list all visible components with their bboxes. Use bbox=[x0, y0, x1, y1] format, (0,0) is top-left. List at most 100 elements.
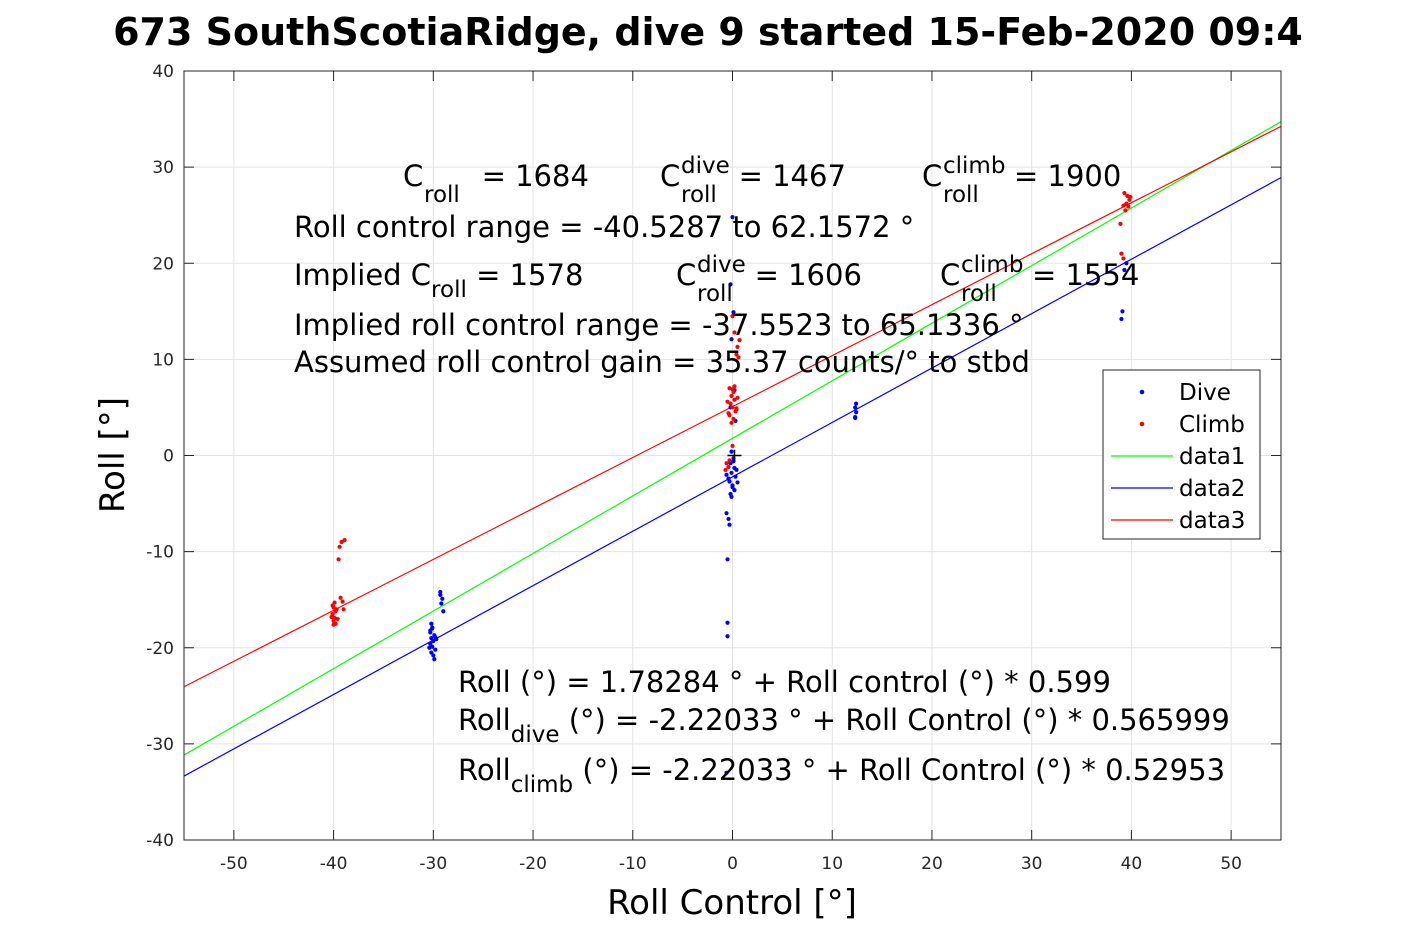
dive-point bbox=[731, 310, 736, 315]
climb-point bbox=[729, 393, 734, 399]
climb-point bbox=[726, 464, 731, 470]
climb-point bbox=[334, 607, 339, 612]
y-tick-label: 40 bbox=[152, 62, 174, 82]
climb-point bbox=[340, 599, 345, 604]
x-axis-label: Roll Control [°] bbox=[607, 883, 857, 923]
dive-point bbox=[729, 449, 734, 454]
x-tick-label: 20 bbox=[921, 854, 943, 874]
dive-point bbox=[440, 596, 445, 601]
c-roll-value: = 1684 bbox=[482, 159, 589, 193]
series-climb bbox=[329, 190, 1133, 627]
legend-label: data1 bbox=[1179, 444, 1245, 470]
x-tick-label: -50 bbox=[220, 854, 248, 874]
x-tick-label: 30 bbox=[1021, 854, 1043, 874]
dive-point bbox=[1122, 267, 1127, 273]
x-tick-label: -10 bbox=[619, 854, 647, 874]
dive-point bbox=[854, 401, 859, 406]
climb-point bbox=[1121, 256, 1126, 261]
dive-point bbox=[734, 467, 739, 473]
roll-control-gain: Assumed roll control gain = 35.37 counts… bbox=[294, 345, 1030, 379]
climb-point bbox=[730, 387, 735, 392]
x-tick-label: 50 bbox=[1220, 854, 1242, 874]
implied-c-dive-sup: dive bbox=[697, 252, 746, 278]
climb-point bbox=[730, 314, 735, 319]
c-dive-sub: roll bbox=[681, 182, 717, 208]
legend-label: data3 bbox=[1179, 508, 1245, 534]
y-tick-label: -30 bbox=[146, 735, 174, 755]
climb-point bbox=[728, 401, 733, 406]
climb-point bbox=[336, 557, 341, 562]
c-climb-value: = 1900 bbox=[1014, 159, 1121, 193]
c-climb-sup: climb bbox=[943, 153, 1005, 179]
climb-point bbox=[1118, 221, 1123, 226]
dive-point bbox=[729, 470, 734, 475]
dive-point bbox=[427, 645, 432, 650]
c-dive-value: = 1467 bbox=[739, 159, 846, 193]
dive-point bbox=[433, 635, 438, 640]
axes: -50 -40 -30 -20 -10 0 10 20 30 40 50 -40 -30 -20 -10 0 1… bbox=[146, 62, 1282, 874]
legend-label: data2 bbox=[1179, 476, 1245, 502]
implied-roll-control-range: Implied roll control range = -37.5523 to… bbox=[294, 308, 1024, 342]
dive-point bbox=[724, 770, 729, 775]
c-roll-sub: roll bbox=[424, 182, 460, 208]
climb-point bbox=[329, 614, 334, 620]
climb-point bbox=[1119, 251, 1124, 256]
climb-point bbox=[1121, 203, 1126, 208]
legend-box bbox=[1102, 369, 1261, 540]
climb-point bbox=[736, 355, 741, 360]
climb-point bbox=[341, 607, 346, 612]
fit-equation-dive: Rolldive (°) = -2.22033 ° + Roll Control… bbox=[458, 703, 1230, 748]
climb-point bbox=[735, 395, 740, 400]
dive-point bbox=[733, 474, 738, 479]
implied-c-climb-sup: climb bbox=[961, 252, 1023, 278]
dive-point bbox=[724, 472, 729, 477]
fit-line-data2 bbox=[184, 177, 1281, 777]
dive-point bbox=[727, 522, 732, 527]
dive-point bbox=[729, 494, 734, 499]
dive-point bbox=[729, 337, 734, 342]
dive-point bbox=[726, 516, 731, 522]
climb-point bbox=[732, 330, 737, 335]
climb-point bbox=[724, 461, 729, 466]
climb-point bbox=[1128, 194, 1133, 200]
climb-point bbox=[732, 397, 737, 402]
dive-point bbox=[1119, 316, 1124, 322]
scatter-points bbox=[329, 190, 1133, 775]
climb-point bbox=[734, 406, 739, 411]
legend-label: Dive bbox=[1179, 380, 1231, 406]
dive-point bbox=[438, 592, 443, 597]
dive-point bbox=[730, 215, 735, 220]
x-tick-label: 0 bbox=[727, 854, 738, 874]
dive-point bbox=[430, 625, 435, 630]
legend-marker-climb bbox=[1139, 421, 1145, 427]
climb-point bbox=[1122, 190, 1127, 196]
climb-point bbox=[335, 616, 340, 622]
dive-point bbox=[854, 410, 859, 415]
climb-point bbox=[730, 405, 735, 410]
implied-c-climb-value: = 1554 bbox=[1032, 258, 1139, 292]
dive-point bbox=[725, 557, 730, 562]
fit-equation: Roll (°) = 1.78284 ° + Roll control (°) … bbox=[458, 665, 1111, 699]
legend-label: Climb bbox=[1179, 412, 1245, 438]
y-tick-label: -10 bbox=[146, 543, 174, 563]
c-climb-symbol: C bbox=[922, 159, 942, 193]
implied-c-roll: Implied Croll = 1578 bbox=[294, 258, 583, 303]
y-tick-label: 10 bbox=[152, 350, 174, 370]
climb-point bbox=[737, 338, 742, 343]
x-tick-label: -40 bbox=[320, 854, 348, 874]
fit-equation-climb: Rollclimb (°) = -2.22033 ° + Roll Contro… bbox=[458, 753, 1225, 798]
dive-point bbox=[431, 653, 436, 658]
climb-point bbox=[342, 537, 347, 543]
fit-line-data1 bbox=[184, 121, 1281, 756]
dive-point bbox=[725, 634, 730, 639]
dive-point bbox=[438, 589, 443, 595]
climb-point bbox=[723, 467, 728, 473]
dive-point bbox=[724, 511, 729, 516]
dive-point bbox=[1120, 309, 1125, 314]
dive-point bbox=[728, 282, 733, 287]
climb-point bbox=[1126, 204, 1131, 209]
climb-point bbox=[337, 544, 342, 549]
climb-point bbox=[331, 622, 336, 627]
dive-point bbox=[853, 405, 858, 410]
